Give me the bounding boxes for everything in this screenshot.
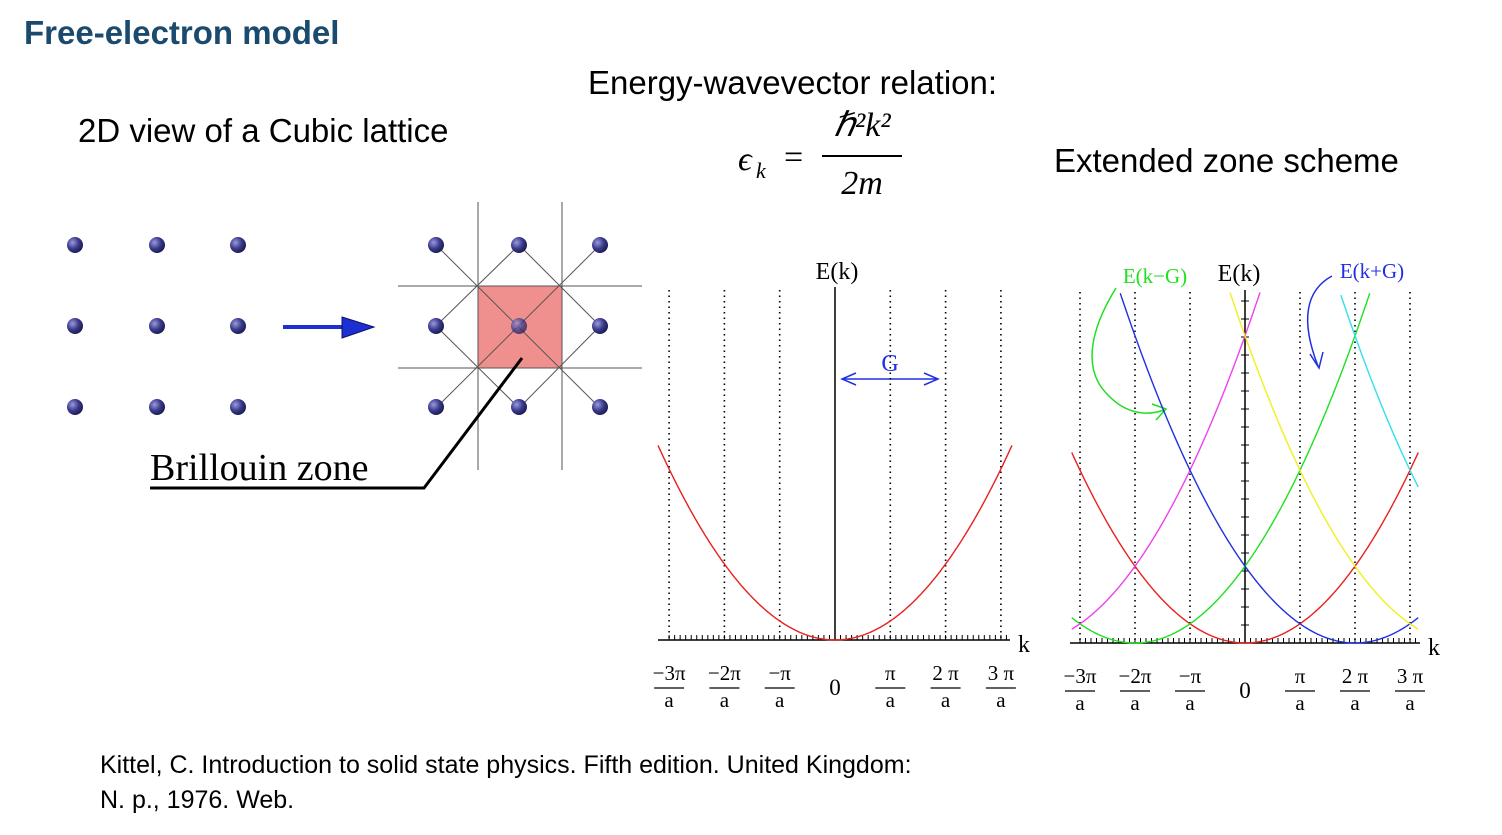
citation-line-1: Kittel, C. Introduction to solid state p… [100, 751, 912, 779]
x-tick-denominator: a [1075, 691, 1085, 715]
x-tick-numerator: 2 π [1342, 664, 1369, 688]
scheme-heading: Extended zone scheme [1054, 142, 1399, 179]
plot-left: E(k) k G [658, 259, 1030, 658]
x-tick-numerator: π [885, 661, 896, 685]
relation-heading: Energy-wavevector relation: [588, 64, 998, 101]
x-tick-denominator: a [996, 688, 1006, 712]
reciprocal-point [592, 318, 608, 334]
equation-lhs-subscript: k [756, 158, 767, 183]
lattice-point [230, 318, 246, 334]
xaxis-label: k [1018, 632, 1030, 658]
shift-plus-label: E(k+G) [1340, 259, 1404, 283]
equation-numerator: ℏ²k² [833, 107, 891, 144]
citation: Kittel, C. Introduction to solid state p… [100, 748, 912, 818]
x-tick-denominator: a [1185, 691, 1195, 715]
yaxis-label: E(k) [1218, 261, 1261, 287]
x-tick-numerator: −π [1179, 664, 1202, 688]
transform-arrow [283, 316, 376, 339]
x-tick-denominator: a [1350, 691, 1360, 715]
reciprocal-point [511, 237, 527, 253]
reciprocal-point [511, 399, 527, 415]
x-tick-numerator: 3 π [988, 661, 1015, 685]
lattice-point [67, 318, 83, 334]
x-tick-denominator: a [720, 688, 730, 712]
x-tick-denominator: a [941, 688, 951, 712]
zone-pointer-line [150, 357, 524, 490]
x-tick-denominator: a [664, 688, 674, 712]
dispersion-curve [1340, 294, 1419, 488]
lattice-point [149, 237, 165, 253]
x-tick-numerator: −3π [1064, 664, 1097, 688]
xaxis-label: k [1428, 635, 1440, 661]
shift-plus-arrowhead [1309, 351, 1324, 370]
reciprocal-point [428, 318, 444, 334]
brillouin-zone-label: Brillouin zone [150, 447, 368, 489]
yaxis-label: E(k) [816, 259, 859, 285]
equation-denominator: 2m [841, 165, 883, 202]
dispersion-curve [1229, 292, 1419, 630]
x-tick-numerator: 2 π [932, 661, 959, 685]
reciprocal-point [592, 237, 608, 253]
equation-lhs: ϵ [738, 141, 753, 178]
dispersion-curve [657, 445, 1013, 641]
plot-left-axes: E(k) k G [658, 259, 1030, 658]
reciprocal-point-center [511, 318, 527, 334]
shift-minus-arrow [1091, 287, 1165, 414]
x-tick-denominator: a [1405, 691, 1415, 715]
lattice-point [67, 399, 83, 415]
x-tick-numerator: 3 π [1397, 664, 1424, 688]
lattice-heading: 2D view of a Cubic lattice [78, 112, 449, 149]
dispersion-curve [1119, 293, 1419, 644]
equation-equals: = [784, 139, 803, 176]
shift-minus-label: E(k−G) [1123, 264, 1187, 288]
brillouin-construction: Brillouin zone [150, 202, 642, 490]
x-tick-denominator: a [1295, 691, 1305, 715]
lattice-point [230, 399, 246, 415]
lattice-point [149, 399, 165, 415]
real-lattice [67, 237, 246, 415]
x-tick-label: 0 [1239, 678, 1251, 703]
x-tick-numerator: −2π [1119, 664, 1152, 688]
x-tick-denominator: a [1130, 691, 1140, 715]
g-vector: G [840, 351, 940, 386]
dispersion-equation: ϵ k = ℏ²k² 2m [738, 107, 902, 202]
plot-right: E(k) k E(k−G) E(k+G) [1070, 259, 1440, 661]
dispersion-curve [1071, 292, 1261, 630]
x-tick-numerator: −π [768, 661, 791, 685]
lattice-point [230, 237, 246, 253]
slide-title: Free-electron model [24, 14, 340, 51]
dispersion-curve [1071, 452, 1419, 644]
shift-minus-arrowhead [1151, 403, 1168, 421]
reciprocal-point [592, 399, 608, 415]
x-tick-numerator: −3π [653, 661, 686, 685]
dispersion-curve [1071, 293, 1371, 644]
lattice-point [67, 237, 83, 253]
reciprocal-point [428, 237, 444, 253]
x-tick-denominator: a [775, 688, 785, 712]
x-tick-label: 0 [829, 675, 841, 700]
shift-plus-arrow [1306, 275, 1333, 367]
x-tick-numerator: −2π [708, 661, 741, 685]
x-tick-denominator: a [886, 688, 896, 712]
x-tick-numerator: π [1295, 664, 1306, 688]
citation-line-2: N. p., 1976. Web. [100, 786, 295, 814]
lattice-point [149, 318, 165, 334]
reciprocal-point [428, 399, 444, 415]
g-vector-label: G [881, 351, 898, 377]
